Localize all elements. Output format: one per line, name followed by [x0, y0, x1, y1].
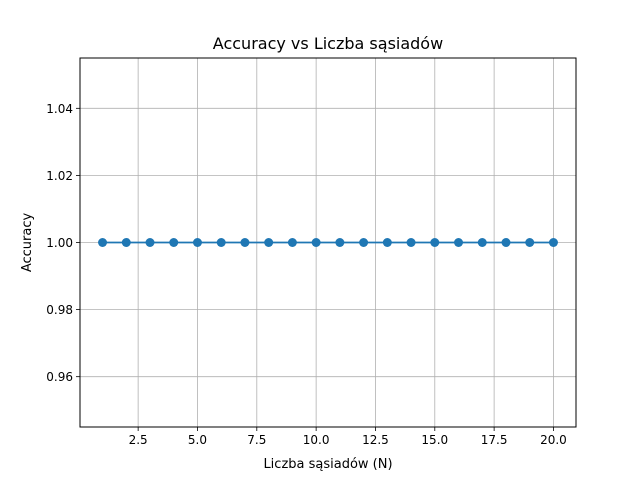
data-point: [430, 238, 440, 247]
x-tick-label: 7.5: [247, 433, 266, 447]
series-layer: [98, 238, 558, 247]
y-tick-label: 1.02: [46, 169, 73, 183]
x-axis-label: Liczba sąsiadów (N): [263, 457, 392, 472]
data-point: [548, 238, 558, 247]
y-tick-label: 1.00: [46, 236, 73, 250]
y-tick-label: 0.98: [46, 303, 73, 317]
x-tick-label: 10.0: [303, 433, 330, 447]
data-point: [454, 238, 464, 247]
data-point: [525, 238, 535, 247]
x-tick-label: 5.0: [188, 433, 207, 447]
data-point: [98, 238, 108, 247]
data-point: [192, 238, 202, 247]
data-point: [335, 238, 345, 247]
data-point: [264, 238, 274, 247]
y-tick-label: 0.96: [46, 370, 73, 384]
data-point: [311, 238, 321, 247]
data-point: [216, 238, 226, 247]
data-point: [121, 238, 131, 247]
x-tick-label: 12.5: [362, 433, 389, 447]
data-point: [406, 238, 416, 247]
chart-title: Accuracy vs Liczba sąsiadów: [213, 34, 443, 53]
y-axis-label: Accuracy: [20, 213, 35, 273]
data-point: [477, 238, 487, 247]
data-point: [501, 238, 511, 247]
x-axis-ticks: 2.5 5.0 7.5 10.0 12.5 15.0 17.5 20.0: [129, 427, 567, 447]
x-tick-label: 15.0: [421, 433, 448, 447]
y-axis-ticks: 0.96 0.98 1.00 1.02 1.04: [46, 102, 80, 384]
x-tick-label: 2.5: [129, 433, 148, 447]
data-point: [287, 238, 297, 247]
x-tick-label: 20.0: [540, 433, 567, 447]
x-tick-label: 17.5: [481, 433, 508, 447]
data-point: [359, 238, 369, 247]
data-point: [169, 238, 179, 247]
y-tick-label: 1.04: [46, 102, 73, 116]
data-point: [382, 238, 392, 247]
data-point: [145, 238, 155, 247]
data-point: [240, 238, 250, 247]
